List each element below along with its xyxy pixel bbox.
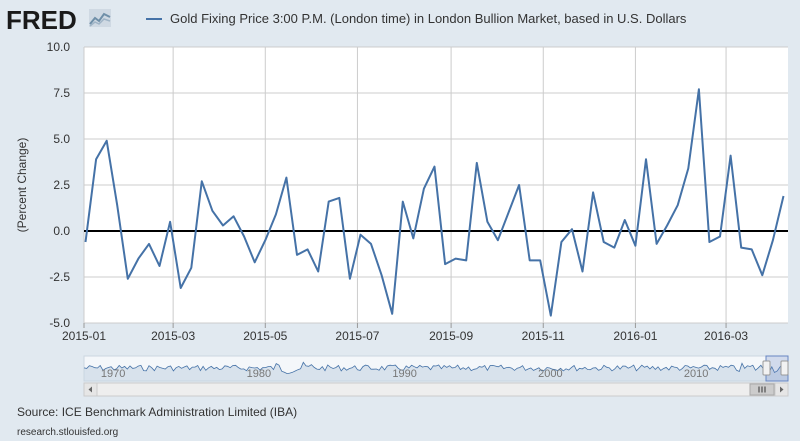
x-tick-label: 2015-07 bbox=[335, 329, 379, 343]
y-tick-label: 5.0 bbox=[53, 132, 70, 146]
navigator-line bbox=[83, 361, 789, 375]
scroll-left-arrow-icon bbox=[88, 386, 92, 393]
navigator-year-label: 2010 bbox=[684, 368, 708, 380]
navigator-handle[interactable] bbox=[762, 360, 771, 376]
x-tick-label: 2015-01 bbox=[62, 329, 106, 343]
y-tick-label: 2.5 bbox=[53, 178, 70, 192]
y-tick-label: -2.5 bbox=[49, 270, 70, 284]
navigator-year-label: 1980 bbox=[247, 368, 271, 380]
x-tick-label: 2016-01 bbox=[613, 329, 657, 343]
x-tick-label: 2015-03 bbox=[151, 329, 195, 343]
y-tick-label: -5.0 bbox=[49, 316, 70, 330]
x-tick-label: 2015-05 bbox=[243, 329, 287, 343]
navigator-area bbox=[84, 362, 788, 381]
x-tick-label: 2016-03 bbox=[704, 329, 748, 343]
navigator-year-label: 1990 bbox=[392, 368, 416, 380]
y-tick-label: 7.5 bbox=[53, 86, 70, 100]
scrollbar-track[interactable] bbox=[83, 382, 789, 397]
scroll-right-arrow-icon bbox=[780, 386, 784, 393]
legend-series-label: Gold Fixing Price 3:00 P.M. (London time… bbox=[170, 11, 687, 26]
x-tick-label: 2015-09 bbox=[429, 329, 473, 343]
x-tick-label: 2015-11 bbox=[522, 329, 565, 343]
y-tick-label: 10.0 bbox=[47, 40, 71, 54]
y-axis-label: (Percent Change) bbox=[15, 138, 29, 233]
y-tick-label: 0.0 bbox=[53, 224, 70, 238]
source-url[interactable]: research.stlouisfed.org bbox=[17, 427, 119, 438]
fred-chart-logo-icon bbox=[89, 9, 111, 27]
legend-series-swatch bbox=[146, 17, 162, 20]
header: FRED Gold Fixing Price 3:00 P.M. (London… bbox=[0, 0, 800, 36]
fred-logo[interactable]: FRED bbox=[6, 5, 77, 35]
navigator-handle[interactable] bbox=[780, 360, 789, 376]
navigator-year-label: 1970 bbox=[101, 368, 125, 380]
navigator-year-label: 2000 bbox=[538, 368, 562, 380]
chart-legend[interactable]: Gold Fixing Price 3:00 P.M. (London time… bbox=[146, 11, 686, 26]
source-note: Source: ICE Benchmark Administration Lim… bbox=[17, 405, 298, 419]
